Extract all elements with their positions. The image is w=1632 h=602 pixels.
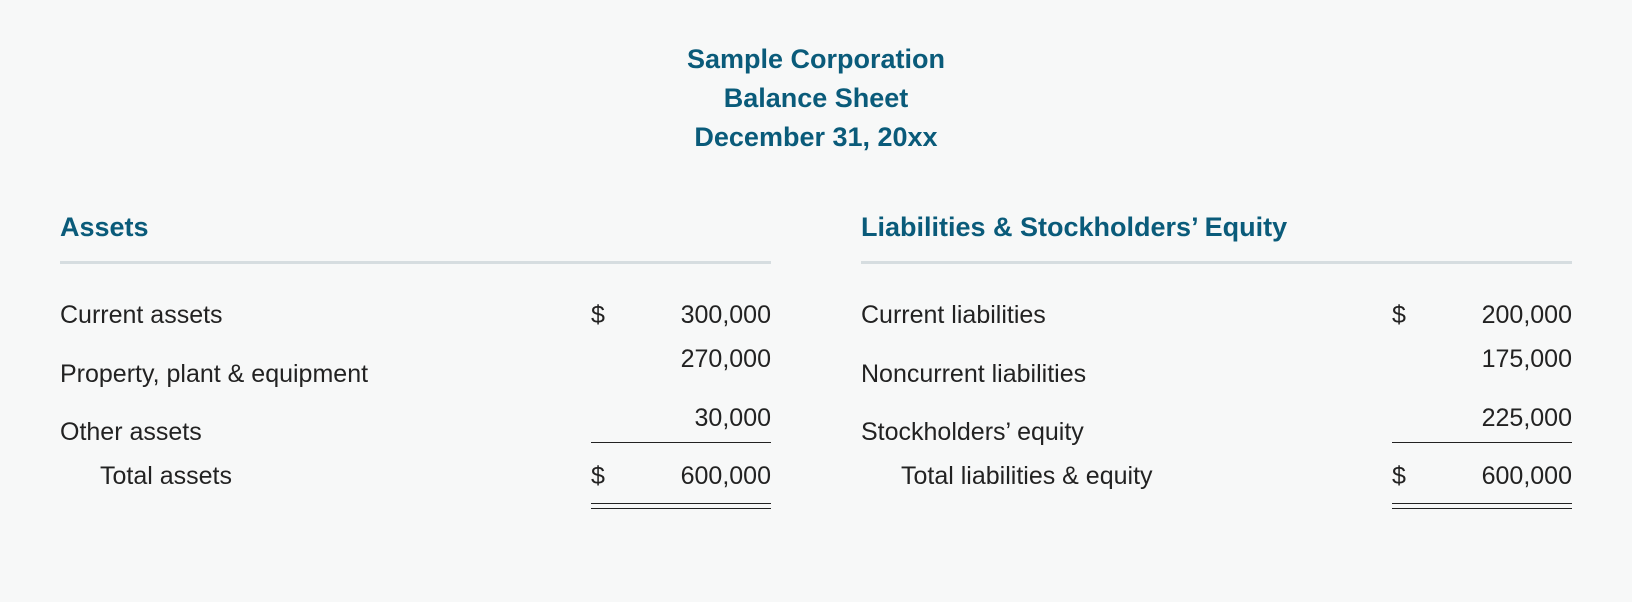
assets-rule — [60, 261, 771, 264]
line-label: Total assets — [60, 455, 232, 499]
line-amount: 175,000 — [1392, 338, 1572, 382]
line-label: Property, plant & equipment — [60, 353, 368, 397]
line-label: Current assets — [60, 294, 223, 338]
subtotal-rule — [591, 442, 771, 443]
liabilities-heading: Liabilities & Stockholders’ Equity — [861, 212, 1572, 243]
line-label: Noncurrent liabilities — [861, 353, 1086, 397]
assets-row: Other assets 30,000 — [60, 397, 771, 456]
grandtotal-rule — [1392, 503, 1572, 509]
assets-row: Property, plant & equipment 270,000 — [60, 338, 771, 397]
line-label: Other assets — [60, 411, 202, 455]
grandtotal-rule — [591, 503, 771, 509]
assets-total-row: Total assets $ 600,000 — [60, 455, 771, 509]
company-name: Sample Corporation — [60, 40, 1572, 79]
liabilities-column: Liabilities & Stockholders’ Equity Curre… — [861, 212, 1572, 509]
line-amount: $ 600,000 — [1392, 455, 1572, 499]
report-date: December 31, 20xx — [60, 118, 1572, 157]
line-label: Current liabilities — [861, 294, 1046, 338]
assets-heading: Assets — [60, 212, 771, 243]
report-title: Balance Sheet — [60, 79, 1572, 118]
line-label: Total liabilities & equity — [861, 455, 1153, 499]
line-amount: 270,000 — [591, 338, 771, 382]
line-amount: 225,000 — [1392, 397, 1572, 441]
liabilities-total-row: Total liabilities & equity $ 600,000 — [861, 455, 1572, 509]
line-label: Stockholders’ equity — [861, 411, 1084, 455]
assets-row: Current assets $ 300,000 — [60, 294, 771, 338]
report-header: Sample Corporation Balance Sheet Decembe… — [60, 40, 1572, 157]
balance-sheet-body: Assets Current assets $ 300,000 Property… — [60, 212, 1572, 509]
liabilities-rule — [861, 261, 1572, 264]
line-amount: $ 600,000 — [591, 455, 771, 499]
liabilities-row: Current liabilities $ 200,000 — [861, 294, 1572, 338]
subtotal-rule — [1392, 442, 1572, 443]
liabilities-row: Stockholders’ equity 225,000 — [861, 397, 1572, 456]
line-amount: $ 300,000 — [591, 294, 771, 338]
liabilities-row: Noncurrent liabilities 175,000 — [861, 338, 1572, 397]
assets-column: Assets Current assets $ 300,000 Property… — [60, 212, 771, 509]
line-amount: 30,000 — [591, 397, 771, 441]
line-amount: $ 200,000 — [1392, 294, 1572, 338]
